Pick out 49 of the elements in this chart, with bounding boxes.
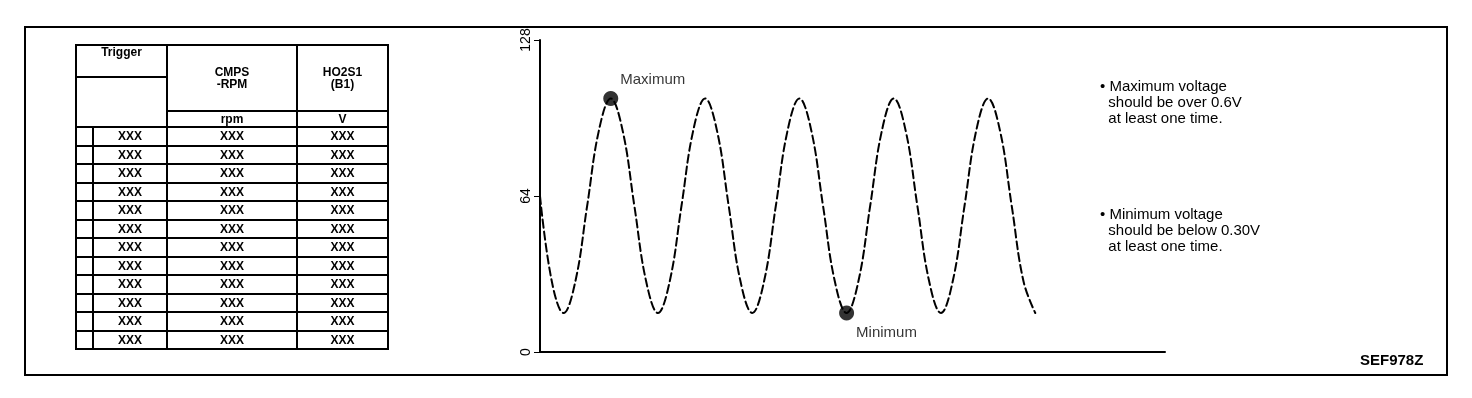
category-label: HO2S1 (B1) (297, 45, 388, 111)
text: XXX (330, 166, 355, 181)
y-tick-label: 128 (517, 28, 533, 52)
text: XXX (219, 240, 244, 255)
text: XXX (330, 332, 355, 347)
data-label: Maximum (620, 70, 686, 87)
text: XXX (117, 295, 142, 310)
text: XXX (219, 295, 244, 310)
text: XXX (117, 240, 142, 255)
text: XXX (219, 314, 244, 329)
text: XXX (219, 221, 244, 236)
text: XXX (117, 184, 142, 199)
text: XXX (219, 332, 244, 347)
text: XXX (117, 203, 142, 218)
text: SEF978Z (1360, 350, 1424, 368)
text: XXX (117, 147, 142, 162)
text: XXX (219, 277, 244, 292)
text: XXX (219, 184, 244, 199)
category-label: CMPS -RPM (167, 45, 297, 111)
text: V (338, 112, 347, 126)
text: rpm (220, 112, 244, 126)
text: XXX (330, 295, 355, 310)
text: XXX (219, 147, 244, 162)
text: XXX (330, 314, 355, 329)
annotation: • Maximum voltage should be over 0.6V at least one time. (1100, 76, 1242, 126)
data-label: Minimum (856, 322, 917, 340)
text: XXX (219, 129, 244, 144)
text: XXX (330, 258, 355, 273)
text: XXX (330, 240, 355, 255)
text: XXX (117, 277, 142, 292)
text: XXX (117, 314, 142, 329)
annotation: • Minimum voltage should be below 0.30V at least one time. (1100, 204, 1261, 254)
text: XXX (219, 258, 244, 273)
text: XXX (117, 129, 142, 144)
text: XXX (117, 166, 142, 181)
text: XXX (219, 166, 244, 181)
text: XXX (219, 203, 244, 218)
text: XXX (330, 184, 355, 199)
y-tick-label: 64 (517, 188, 533, 204)
text: XXX (330, 277, 355, 292)
text: XXX (330, 147, 355, 162)
text: XXX (330, 203, 355, 218)
text: XXX (330, 129, 355, 144)
category-label: Trigger (76, 45, 167, 77)
text: XXX (117, 258, 142, 273)
y-tick-label: 0 (517, 347, 533, 356)
text: XXX (117, 332, 142, 347)
text: XXX (330, 221, 355, 236)
text: XXX (117, 221, 142, 236)
